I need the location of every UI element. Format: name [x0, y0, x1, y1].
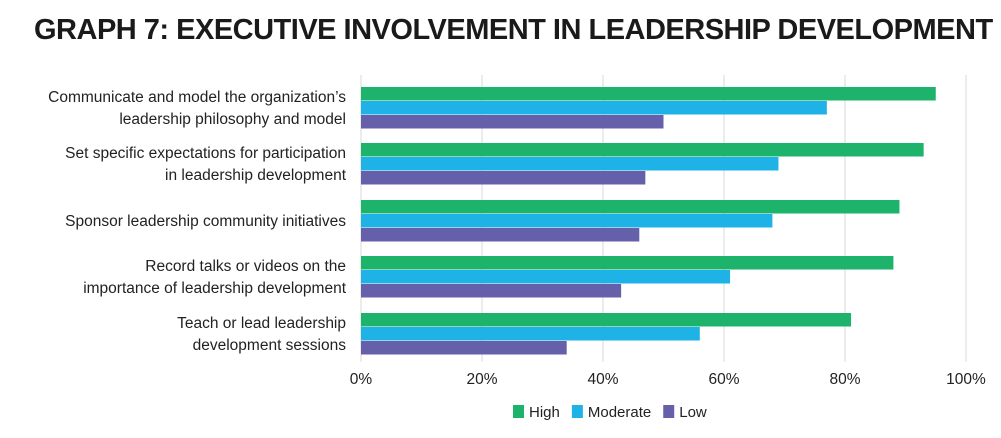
bar-high — [361, 313, 852, 327]
x-tick-label: 20% — [466, 371, 497, 388]
bar-moderate — [361, 101, 827, 115]
legend-label: Low — [679, 404, 707, 421]
legend-label: Moderate — [588, 404, 651, 421]
bar-low — [361, 171, 646, 185]
chart-title: GRAPH 7: EXECUTIVE INVOLVEMENT IN LEADER… — [34, 14, 993, 46]
x-tick-label: 80% — [829, 371, 860, 388]
bar-high — [361, 200, 900, 214]
x-tick-label: 0% — [350, 371, 373, 388]
bar-low — [361, 228, 640, 242]
category-label: in leadership development — [165, 167, 347, 184]
category-label: Record talks or videos on the — [145, 258, 346, 275]
category-label: leadership philosophy and model — [119, 111, 346, 128]
legend-swatch-high — [513, 405, 524, 418]
category-label: Sponsor leadership community initiatives — [65, 213, 346, 230]
bar-high — [361, 256, 894, 270]
bar-moderate — [361, 327, 700, 341]
bar-low — [361, 115, 664, 129]
category-label: Set specific expectations for participat… — [65, 145, 346, 162]
bar-low — [361, 284, 622, 298]
bar-moderate — [361, 214, 773, 228]
category-label: Communicate and model the organization’s — [48, 89, 346, 106]
category-label: Teach or lead leadership — [177, 315, 346, 332]
category-label: importance of leadership development — [83, 280, 346, 297]
category-label: development sessions — [193, 337, 347, 354]
legend-swatch-low — [663, 405, 675, 418]
x-tick-label: 60% — [708, 371, 739, 388]
bar-moderate — [361, 270, 731, 284]
bar-moderate — [361, 157, 779, 171]
bar-low — [361, 341, 567, 355]
legend-label: High — [529, 404, 560, 421]
legend-swatch-moderate — [571, 405, 583, 418]
x-tick-label: 40% — [587, 371, 618, 388]
bar-high — [361, 143, 924, 157]
x-tick-label: 100% — [946, 371, 986, 388]
bar-high — [361, 87, 936, 101]
